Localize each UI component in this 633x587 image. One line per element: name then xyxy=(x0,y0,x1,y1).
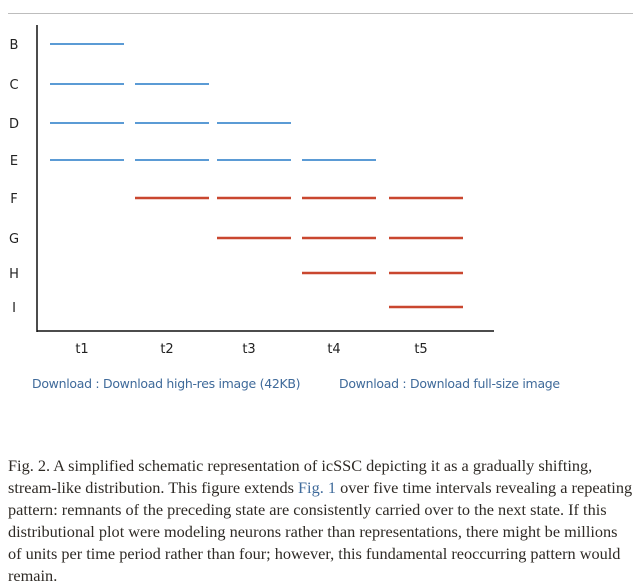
figure-caption: Fig. 2. A simplified schematic represent… xyxy=(8,455,633,587)
row-label-E: E xyxy=(10,154,18,169)
row-label-I: I xyxy=(12,301,16,316)
column-label-t2: t2 xyxy=(160,342,173,357)
row-label-H: H xyxy=(9,267,19,282)
row-label-G: G xyxy=(9,232,19,247)
download-high-res-link[interactable]: Download : Download high-res image (42KB… xyxy=(32,376,301,391)
caption-text-end: over five time intervals revealing a rep… xyxy=(8,478,633,586)
row-label-D: D xyxy=(9,117,19,132)
row-label-C: C xyxy=(9,78,18,93)
row-label-F: F xyxy=(10,192,17,207)
column-label-t4: t4 xyxy=(327,342,340,357)
column-label-t5: t5 xyxy=(414,342,427,357)
row-label-B: B xyxy=(10,38,19,53)
caption-text-start: Fig. 2. A simplified schematic represent… xyxy=(8,456,593,498)
top-divider xyxy=(8,13,633,14)
column-label-t3: t3 xyxy=(242,342,255,357)
download-full-size-link[interactable]: Download : Download full-size image xyxy=(339,376,560,391)
fig-1-link[interactable]: Fig. 1 xyxy=(298,478,337,498)
figure-chart: B C D E F G H It1 t2 t3 t4 t5 xyxy=(9,25,494,357)
column-label-t1: t1 xyxy=(75,342,88,357)
